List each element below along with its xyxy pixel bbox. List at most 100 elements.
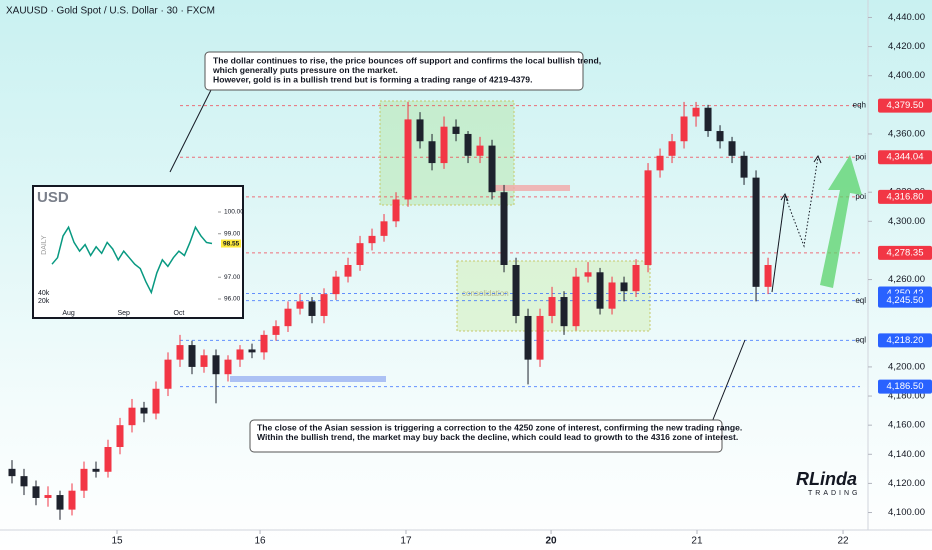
- price-tag: [878, 333, 932, 348]
- logo-sub: TRADING: [808, 490, 861, 497]
- inset-y-tick-label: 96.00: [224, 296, 241, 303]
- inset-y-tick-label: 97.00: [224, 274, 241, 281]
- price-tag: [878, 293, 932, 308]
- candle-body: [392, 199, 400, 222]
- candle-body: [404, 119, 412, 200]
- candle-body: [128, 407, 136, 426]
- candle-body: [536, 315, 544, 360]
- candle-body: [44, 495, 52, 498]
- candle-body: [728, 141, 736, 156]
- level-tag: poi: [855, 152, 866, 161]
- candle-body: [20, 476, 28, 487]
- price-tag-label: 4,186.50: [887, 381, 924, 392]
- candle-body: [188, 345, 196, 367]
- candle-body: [296, 301, 304, 309]
- chart-title: XAUUSD · Gold Spot / U.S. Dollar · 30 · …: [6, 6, 215, 17]
- candle-body: [716, 131, 724, 142]
- inset-volume-tick: 40k: [38, 290, 50, 297]
- annotation-box: [204, 51, 584, 91]
- candle-body: [572, 276, 580, 327]
- inset-x-tick-label: Sep: [117, 310, 130, 317]
- x-tick-label: 17: [400, 536, 412, 547]
- candle-body: [212, 355, 220, 375]
- zone: [456, 260, 651, 332]
- annotation-text: which generally puts pressure on the mar…: [212, 65, 398, 75]
- candle-body: [548, 297, 556, 316]
- candle-body: [656, 155, 664, 171]
- candle-body: [476, 145, 484, 156]
- candle-body: [764, 265, 772, 287]
- candle-body: [440, 126, 448, 164]
- candle-body: [428, 141, 436, 164]
- candle-body: [368, 235, 376, 244]
- price-tag: [878, 245, 932, 260]
- inset-y-tick-label: 99.00: [224, 230, 241, 237]
- candle-body: [200, 355, 208, 367]
- inset-x-tick-label: Oct: [173, 310, 184, 317]
- candle-body: [512, 265, 520, 316]
- y-tick-label: 4,200.00: [888, 361, 925, 372]
- candle-body: [80, 468, 88, 491]
- candle-body: [68, 490, 76, 510]
- candle-body: [272, 326, 280, 335]
- candle-body: [644, 170, 652, 265]
- candle-body: [704, 107, 712, 132]
- candle-body: [464, 133, 472, 156]
- candle-body: [140, 407, 148, 414]
- inset-title: USD: [37, 189, 69, 206]
- candle-body: [224, 359, 232, 375]
- candle-body: [152, 388, 160, 414]
- arrow-head: [780, 192, 789, 202]
- x-tick-label: 20: [546, 536, 558, 547]
- inset-price-label: 98.55: [223, 240, 240, 247]
- candle-body: [452, 126, 460, 134]
- y-tick-label: 4,440.00: [888, 12, 925, 23]
- candle-body: [236, 349, 244, 360]
- arrow: [784, 156, 819, 248]
- candle-body: [320, 294, 328, 316]
- candle-body: [332, 276, 340, 295]
- level-tag: eql: [855, 336, 866, 345]
- x-tick-label: 22: [837, 536, 849, 547]
- price-tag-label: 4,379.50: [887, 100, 924, 111]
- candle-body: [740, 155, 748, 178]
- candle-body: [284, 308, 292, 327]
- logo: RLinda: [796, 469, 857, 489]
- y-tick-label: 4,400.00: [888, 70, 925, 81]
- zone-label: consolidation: [462, 289, 509, 298]
- level-tag: eqh: [853, 101, 866, 110]
- y-tick-label: 4,100.00: [888, 507, 925, 518]
- candle-body: [176, 345, 184, 360]
- candle-body: [620, 282, 628, 292]
- price-tag-label: 4,344.04: [887, 152, 924, 163]
- candle-body: [308, 301, 316, 316]
- inset-timeframe: DAILY: [41, 235, 48, 255]
- callout-line: [169, 87, 213, 173]
- inset-volume-tick: 20k: [38, 298, 50, 305]
- y-tick-label: 4,260.00: [888, 274, 925, 285]
- y-tick-label: 4,300.00: [888, 216, 925, 227]
- candle-body: [488, 145, 496, 193]
- y-tick-label: 4,140.00: [888, 449, 925, 460]
- candle-body: [596, 272, 604, 309]
- candle-body: [104, 447, 112, 472]
- price-tag-label: 4,278.35: [887, 247, 924, 258]
- candle-body: [248, 349, 256, 353]
- inset-x-tick-label: Aug: [62, 310, 75, 317]
- candle-body: [32, 486, 40, 498]
- candle-body: [584, 272, 592, 277]
- x-tick-label: 16: [254, 536, 266, 547]
- y-tick-label: 4,420.00: [888, 41, 925, 52]
- inset-line: [51, 225, 213, 295]
- callout-line: [711, 339, 746, 423]
- inset-price-tag: [221, 239, 241, 248]
- candle-body: [260, 334, 268, 353]
- y-tick-label: 4,160.00: [888, 420, 925, 431]
- annotation-text: The dollar continues to rise, the price …: [213, 55, 601, 65]
- candle-body: [692, 107, 700, 117]
- inset-panel: [32, 185, 244, 319]
- level-tag: poi: [855, 192, 866, 201]
- price-tag-label: 4,245.50: [887, 295, 924, 306]
- y-tick-label: 4,180.00: [888, 391, 925, 402]
